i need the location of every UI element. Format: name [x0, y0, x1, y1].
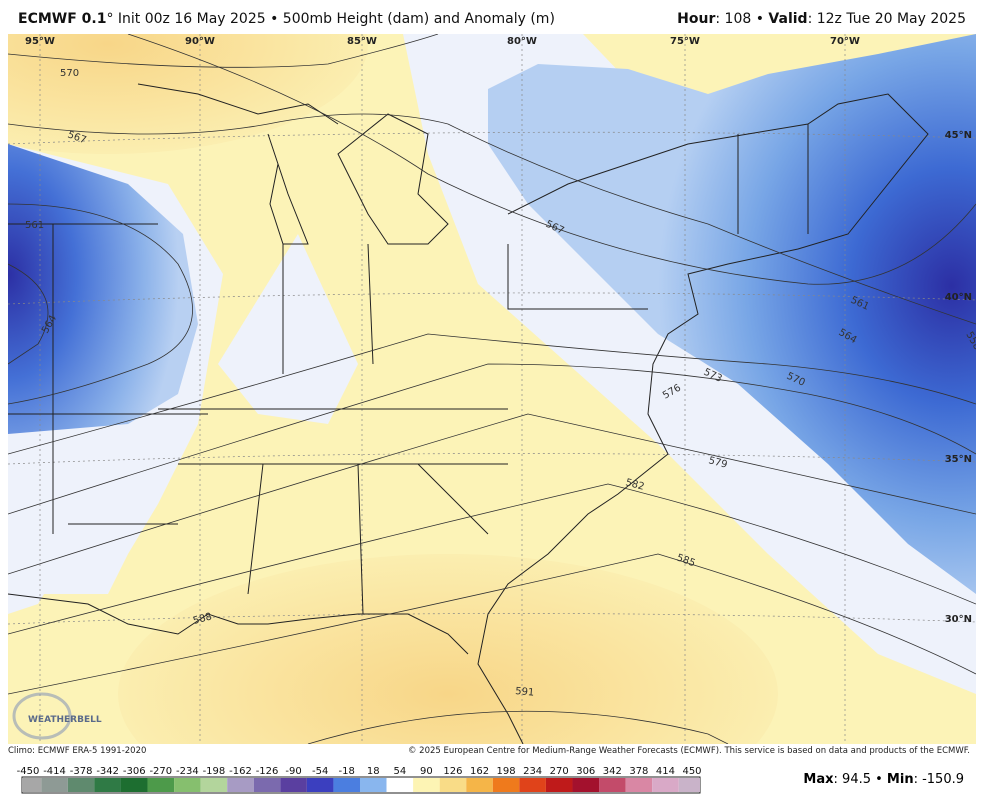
model: ECMWF 0.1 — [18, 11, 107, 27]
colorbar-swatch — [147, 778, 175, 792]
colorbar-swatch — [386, 778, 414, 792]
colorbar-label: -450 — [17, 766, 40, 777]
contour-label: 579 — [707, 455, 728, 471]
longitude-label: 85°W — [347, 36, 377, 47]
longitude-label: 75°W — [670, 36, 700, 47]
latitude-label: 30°N — [945, 614, 972, 625]
longitude-label: 80°W — [507, 36, 537, 47]
stats: Max: 94.5 • Min: -150.9 — [803, 772, 964, 787]
colorbar-label: -378 — [70, 766, 93, 777]
colorbar-label: 306 — [576, 766, 595, 777]
colorbar-swatch — [94, 778, 121, 792]
min-value: : -150.9 — [913, 772, 964, 787]
logo-text: WEATHERBELL — [28, 715, 102, 725]
colorbar-label: 450 — [682, 766, 701, 777]
colorbar-swatch — [200, 778, 228, 792]
colorbar-swatch — [545, 778, 573, 792]
hour-value: : 108 • — [715, 11, 769, 27]
colorbar-swatch — [466, 778, 493, 792]
graticule — [8, 34, 976, 744]
colorbar-swatch — [519, 778, 546, 792]
colorbar-swatch — [652, 778, 679, 792]
header-right: Hour: 108 • Valid: 12z Tue 20 May 2025 — [677, 11, 966, 27]
footer-climo: Climo: ECMWF ERA-5 1991-2020 — [8, 746, 147, 756]
anomaly-region — [118, 554, 778, 744]
contour-label: 561 — [25, 220, 44, 231]
colorbar-label: 234 — [523, 766, 542, 777]
colorbar-swatch — [227, 778, 254, 792]
colorbar-label: 342 — [603, 766, 622, 777]
colorbar-label: 414 — [656, 766, 675, 777]
colorbar-swatch — [625, 778, 653, 792]
colorbar-swatch — [360, 778, 387, 792]
colorbar-label: 126 — [443, 766, 462, 777]
colorbar-swatch — [174, 778, 201, 792]
colorbar-label: -234 — [176, 766, 199, 777]
colorbar-swatch — [22, 778, 42, 792]
colorbar-swatch — [333, 778, 360, 792]
anomaly-region — [218, 234, 358, 424]
colorbar-swatch — [492, 778, 520, 792]
colorbar-label: 162 — [470, 766, 489, 777]
colorbar-label: 378 — [629, 766, 648, 777]
colorbar-swatch — [439, 778, 467, 792]
footer-copyright: © 2025 European Centre for Medium-Range … — [407, 746, 970, 756]
colorbar-label: 90 — [420, 766, 433, 777]
colorbar-swatch — [280, 778, 307, 792]
min-label: Min — [886, 772, 914, 787]
borders — [8, 83, 929, 744]
colorbar-swatch — [67, 778, 95, 792]
colorbar-label: -306 — [123, 766, 146, 777]
logo-swirl — [12, 692, 72, 740]
contour-label: 570 — [60, 68, 79, 79]
longitude-label: 90°W — [185, 36, 215, 47]
colorbar-label: -342 — [96, 766, 119, 777]
contour-label: 588 — [192, 611, 213, 627]
colorbar-label: -162 — [229, 766, 252, 777]
colorbar-swatch — [253, 778, 281, 792]
map: 95°W 90°W 85°W 80°W 75°W 70°W 45°N 40°N 35°N 30°N… — [8, 34, 976, 744]
colorbar-swatch — [306, 778, 334, 792]
max-label: Max — [803, 772, 834, 787]
title: ° Init 00z 16 May 2025 • 500mb Height (d… — [106, 11, 555, 27]
colorbar-swatch — [572, 778, 600, 792]
latitude-label: 45°N — [945, 130, 972, 141]
header-left: ECMWF 0.1° Init 00z 16 May 2025 • 500mb … — [18, 11, 555, 27]
colorbar-swatch — [120, 778, 148, 792]
longitude-label: 95°W — [25, 36, 55, 47]
colorbar-label: -126 — [256, 766, 279, 777]
colorbar-label: 270 — [550, 766, 569, 777]
anomaly-region — [8, 34, 368, 154]
hour-label: Hour — [677, 11, 716, 27]
colorbar-label: -18 — [339, 766, 355, 777]
valid-value: : 12z Tue 20 May 2025 — [807, 11, 966, 27]
colorbar-swatch — [41, 778, 68, 792]
colorbar-label: -198 — [203, 766, 226, 777]
colorbar-label: 198 — [497, 766, 516, 777]
contour-label: 591 — [515, 686, 535, 699]
contour-label: 582 — [624, 477, 645, 493]
anomaly-region — [8, 144, 198, 434]
colorbar-swatch — [413, 778, 440, 792]
colorbar: -450 -414 -378 -342 -306 -270 -234 -198 -162 -126… — [17, 766, 702, 794]
max-value: : 94.5 • — [833, 772, 887, 787]
colorbar-label: -54 — [312, 766, 328, 777]
colorbar-label: -90 — [285, 766, 301, 777]
longitude-label: 70°W — [830, 36, 860, 47]
valid-label: Valid — [768, 11, 808, 27]
colorbar-label: -270 — [149, 766, 172, 777]
latitude-label: 35°N — [945, 454, 972, 465]
colorbar-label: -414 — [43, 766, 66, 777]
colorbar-label: 18 — [367, 766, 380, 777]
colorbar-swatch — [599, 778, 626, 792]
latitude-label: 40°N — [945, 292, 972, 303]
colorbar-label: 54 — [393, 766, 406, 777]
colorbar-swatch — [678, 778, 700, 792]
anomaly-region — [488, 34, 976, 594]
contours — [8, 34, 976, 744]
